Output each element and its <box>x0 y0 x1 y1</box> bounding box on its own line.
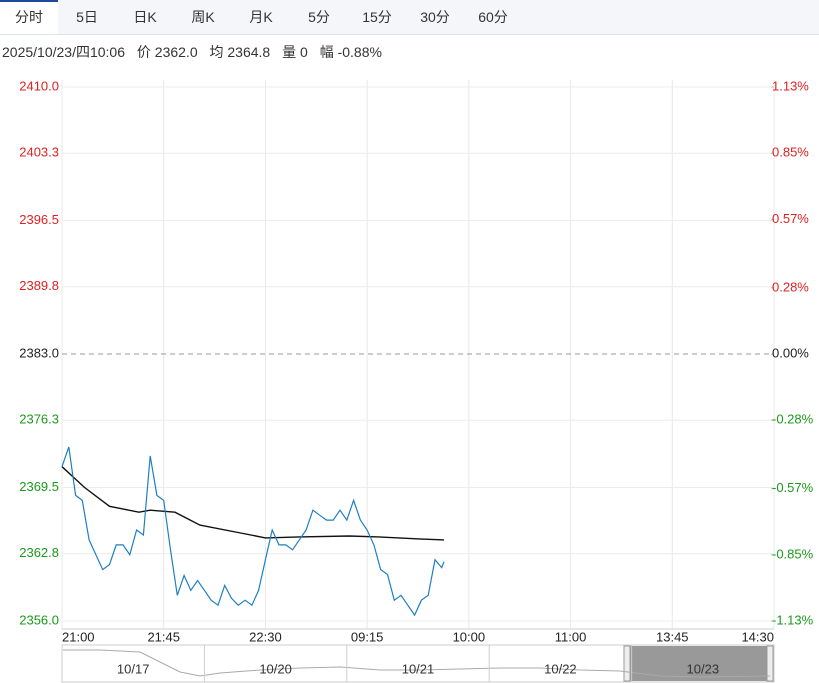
y2-tick-label: -0.28% <box>772 412 814 427</box>
x-tick-label: 10:00 <box>453 629 486 644</box>
x-tick-label: 14:30 <box>741 629 774 644</box>
tab[interactable]: 周K <box>191 9 215 25</box>
info-price: 价 2362.0 <box>136 44 198 60</box>
y2-tick-label: 0.28% <box>772 279 809 294</box>
info-datetime: 2025/10/23/四10:06 <box>2 44 125 60</box>
navigator-line <box>63 649 771 678</box>
y2-tick-label: 0.57% <box>772 211 809 226</box>
navigator-date: 10/20 <box>259 661 292 676</box>
navigator-date: 10/17 <box>117 661 150 676</box>
tab[interactable]: 5分 <box>308 9 330 25</box>
y2-tick-label: 0.00% <box>772 345 809 360</box>
info-avg: 均 2364.8 <box>209 44 271 60</box>
navigator-date: 10/21 <box>402 661 435 676</box>
y2-tick-label: 0.85% <box>772 145 809 160</box>
tab[interactable]: 5日 <box>76 9 98 25</box>
y2-tick-label: -0.85% <box>772 546 814 561</box>
navigator-date: 10/22 <box>544 661 577 676</box>
y-tick-label: 2362.8 <box>19 545 59 560</box>
navigator: 10/17 10/20 10/21 10/22 10/23 <box>61 644 775 683</box>
y-tick-label: 2369.5 <box>19 479 59 494</box>
navigator-handle[interactable] <box>623 645 631 682</box>
y-tick-label: 2376.3 <box>19 412 59 427</box>
navigator-handle[interactable] <box>766 645 774 682</box>
y2-tick-label: 1.13% <box>772 78 809 93</box>
y2-tick-label: -0.57% <box>772 480 814 495</box>
info-volume: 量 0 <box>282 44 308 60</box>
tab[interactable]: 分时 <box>0 0 58 34</box>
y-tick-label: 2396.5 <box>19 212 59 227</box>
x-tick-label: 21:45 <box>147 629 180 644</box>
tab[interactable]: 月K <box>249 9 273 25</box>
y-tick-label: 2356.0 <box>19 612 59 627</box>
info-change: 幅 -0.88% <box>319 44 382 60</box>
y-tick-label: 2389.8 <box>19 278 59 293</box>
average-line <box>61 466 445 541</box>
tab[interactable]: 30分 <box>420 9 450 25</box>
info-line: 2025/10/23/四10:06 价 2362.0 均 2364.8 量 0 … <box>2 42 390 62</box>
y-tick-label: 2403.3 <box>19 145 59 160</box>
y-tick-label: 2410.0 <box>19 78 59 93</box>
price-line <box>61 446 445 617</box>
y-tick-label: 2383.0 <box>19 345 59 360</box>
tab[interactable]: 60分 <box>478 9 508 25</box>
tab-bar: 分时 5日 日K 周K 月K 5分 15分 30分 60分 <box>0 0 819 35</box>
x-tick-label: 22:30 <box>249 629 282 644</box>
y2-tick-label: -1.13% <box>772 612 814 627</box>
x-tick-label: 21:00 <box>62 629 95 644</box>
tab[interactable]: 日K <box>133 9 157 25</box>
x-tick-label: 11:00 <box>555 629 587 644</box>
x-tick-label: 09:15 <box>351 629 384 644</box>
navigator-date: 10/23 <box>687 661 720 676</box>
x-tick-label: 13:45 <box>656 629 689 644</box>
tab[interactable]: 15分 <box>362 9 392 25</box>
